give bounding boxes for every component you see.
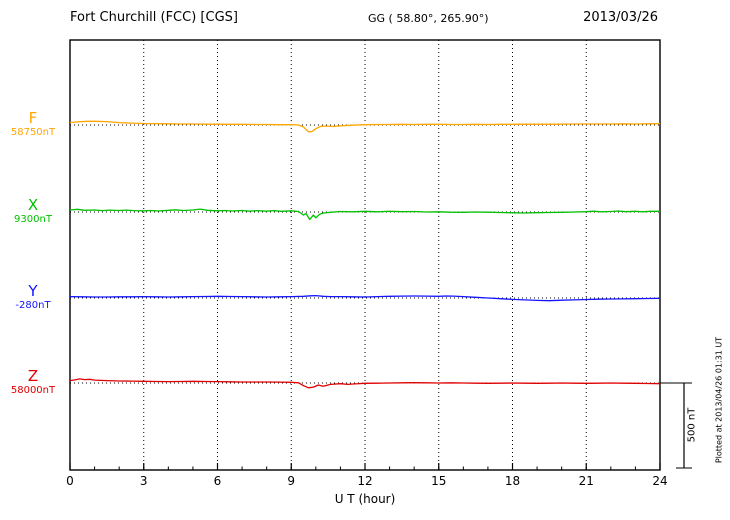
x-tick-label: 6: [213, 474, 222, 488]
series-baseline-value-X: 9300nT: [14, 213, 52, 225]
series-label-Z: Z 58000nT: [4, 368, 62, 396]
series-letter-X: X: [27, 196, 39, 214]
x-tick-label: 18: [504, 474, 521, 488]
geo-coordinates: GG ( 58.80°, 265.90°): [368, 12, 489, 25]
series-label-F: F 58750nT: [4, 110, 62, 138]
plotted-at-note: Plotted at 2013/04/26 01:31 UT: [714, 336, 724, 464]
series-letter-Z: Z: [27, 367, 39, 385]
trace-Y: [69, 294, 661, 302]
series-baseline-value-F: 58750nT: [10, 126, 56, 138]
x-tick-label: 15: [431, 474, 447, 488]
trace-X: [69, 208, 660, 221]
x-tick-label: 24: [652, 474, 668, 488]
series-letter-Y: Y: [28, 282, 38, 300]
trace-Z: [69, 378, 661, 389]
x-tick-label: 3: [139, 474, 148, 488]
series-baseline-value-Y: -280nT: [15, 299, 51, 311]
scale-bar-label: 500 nT: [686, 407, 698, 443]
series-letter-F: F: [28, 109, 38, 127]
trace-F: [69, 120, 661, 133]
plot-date: 2013/03/26: [583, 10, 658, 25]
x-axis-label: U T (hour): [334, 492, 396, 506]
station-title: Fort Churchill (FCC) [CGS]: [70, 10, 238, 25]
x-tick-label: 0: [66, 474, 74, 488]
x-tick-label: 9: [287, 474, 296, 488]
x-tick-label: 21: [578, 474, 594, 488]
series-baseline-value-Z: 58000nT: [10, 384, 56, 396]
x-tick-label: 12: [357, 474, 373, 488]
series-label-X: X 9300nT: [4, 197, 62, 225]
series-label-Y: Y -280nT: [4, 283, 62, 311]
